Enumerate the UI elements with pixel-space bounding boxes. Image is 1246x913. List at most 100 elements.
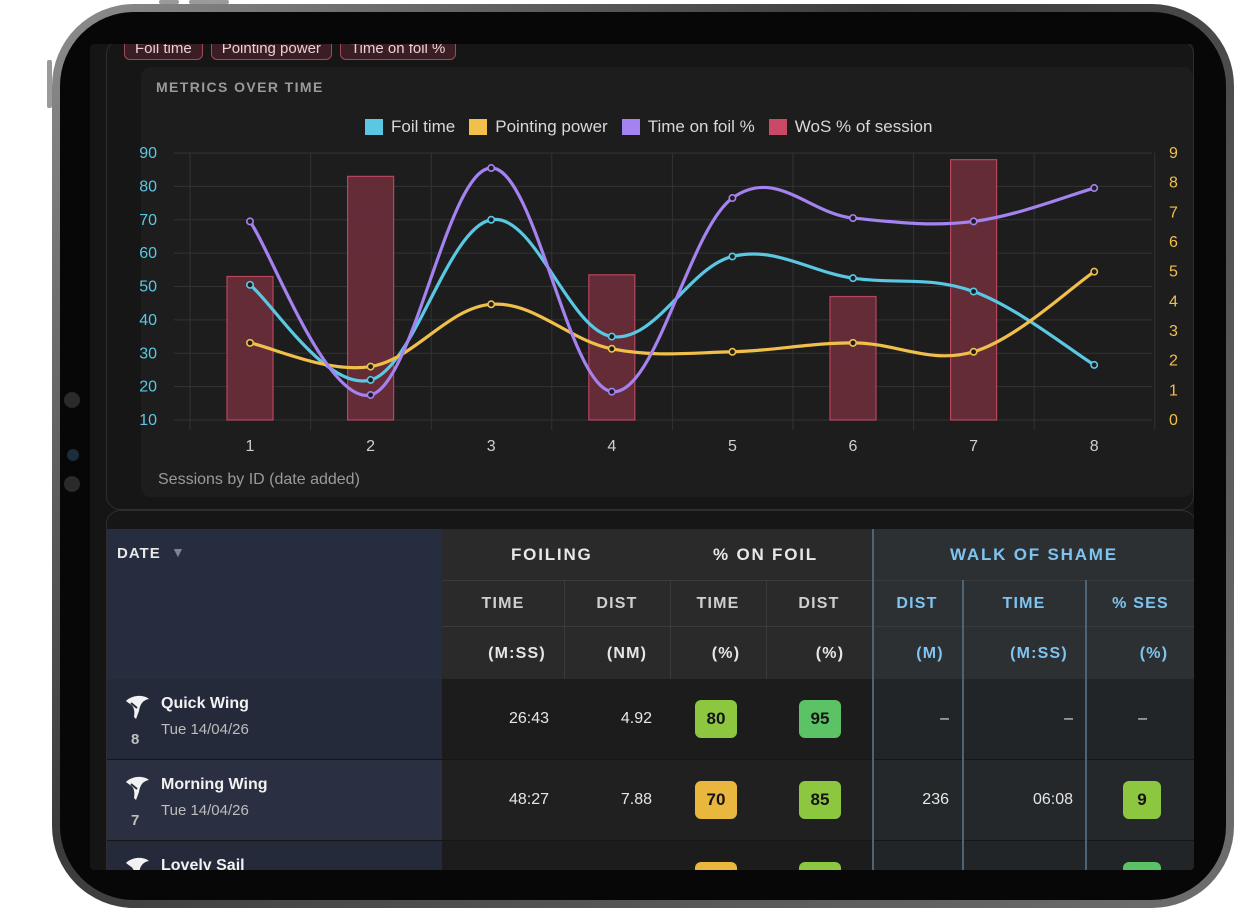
unit-wos-time: (M:SS)	[1010, 645, 1068, 662]
legend-time-on-foil[interactable]: Time on foil %	[621, 117, 755, 137]
pct-time-badge: 70	[695, 781, 737, 819]
data-point-foil-time	[607, 332, 616, 341]
legend-foil-time[interactable]: Foil time	[365, 117, 455, 137]
data-point-pointing-power	[246, 338, 255, 347]
x-tick-label: 4	[607, 438, 616, 455]
session-name[interactable]: Lovely Sail	[161, 857, 245, 870]
data-point-pointing-power	[848, 338, 857, 347]
y-left-tick-label: 20	[139, 379, 157, 396]
foil-dist-value: 4.92	[620, 710, 652, 727]
col-wos-pct[interactable]: % SES	[1112, 595, 1169, 612]
foil-dist-value: 7.88	[620, 791, 652, 808]
x-tick-label: 7	[969, 438, 978, 455]
x-tick-label: 2	[366, 438, 375, 455]
row-date-cell: 8 Quick Wing Tue 14/04/26	[107, 679, 442, 759]
series-line-foil-time	[248, 218, 1096, 383]
data-point-pointing-power	[1090, 267, 1099, 276]
x-tick-label: 8	[1090, 438, 1099, 455]
sessions-table: DATE ▼ FOILING % ON FOIL WALK OF SHAME T…	[106, 510, 1194, 870]
y-left-tick-label: 70	[139, 212, 157, 229]
foil-time-value: 26:43	[508, 710, 549, 727]
pct-time-badge	[695, 862, 737, 870]
chip-time-on-foil[interactable]: Time on foil %	[339, 44, 457, 60]
wos-pct-badge	[1123, 862, 1161, 870]
data-point-foil-time	[1090, 360, 1099, 369]
data-point-foil-time	[366, 375, 375, 384]
legend-swatch-foil-time	[365, 119, 383, 135]
y-left-tick-label: 10	[139, 412, 157, 429]
x-tick-label: 5	[728, 438, 737, 455]
y-right-tick-label: 1	[1169, 382, 1178, 399]
filter-chips: Foil time Pointing power Time on foil %	[124, 44, 457, 60]
chip-pointing-power[interactable]: Pointing power	[210, 44, 332, 60]
wos-time-value: –	[1064, 710, 1073, 727]
wos-time-value: 06:08	[1032, 791, 1073, 808]
y-right-tick-label: 8	[1169, 175, 1178, 192]
y-right-tick-label: 7	[1169, 204, 1178, 221]
chip-foil-time[interactable]: Foil time	[124, 44, 203, 60]
data-point-foil-time	[848, 274, 857, 283]
y-right-tick-label: 4	[1169, 293, 1178, 310]
x-tick-label: 6	[849, 438, 858, 455]
group-pct-on-foil: % ON FOIL	[713, 545, 818, 564]
y-left-tick-label: 80	[139, 178, 157, 195]
col-foil-time[interactable]: TIME	[481, 595, 525, 612]
col-wos-dist[interactable]: DIST	[896, 595, 938, 612]
data-point-foil-time	[728, 252, 737, 261]
col-pct-time[interactable]: TIME	[696, 595, 740, 612]
camera-sensor-2	[64, 476, 80, 492]
wos-col-border	[1085, 580, 1087, 870]
col-divider	[564, 580, 565, 679]
data-point-time-on-foil	[246, 217, 255, 226]
camera-sensor	[64, 392, 80, 408]
pct-dist-badge: 85	[799, 781, 841, 819]
y-left-tick-label: 90	[139, 145, 157, 162]
session-name[interactable]: Quick Wing	[161, 695, 249, 712]
chart-title: METRICS OVER TIME	[156, 79, 324, 95]
data-point-time-on-foil	[848, 214, 857, 223]
legend-swatch-time-on-foil	[621, 119, 640, 135]
col-foil-dist[interactable]: DIST	[596, 595, 638, 612]
legend-swatch-wos	[768, 119, 787, 135]
data-point-time-on-foil	[1090, 184, 1099, 193]
unit-foil-dist: (NM)	[606, 645, 648, 662]
header-divider	[442, 580, 1194, 581]
wing-icon	[126, 857, 149, 870]
data-point-foil-time	[487, 215, 496, 224]
wos-bar	[829, 295, 877, 421]
header-divider-2	[442, 626, 1194, 627]
sort-desc-icon[interactable]: ▼	[171, 544, 185, 560]
col-wos-time[interactable]: TIME	[1002, 595, 1046, 612]
y-left-tick-label: 50	[139, 279, 157, 296]
chart-area	[141, 67, 1193, 497]
x-axis-title: Sessions by ID (date added)	[158, 471, 360, 488]
table-row[interactable]: 8 Quick Wing Tue 14/04/26 26:43 4.92 80 …	[107, 679, 1194, 759]
header-wos-group: WALK OF SHAME	[872, 529, 1194, 679]
y-right-tick-label: 9	[1169, 145, 1178, 162]
table-row[interactable]: Lovely Sail	[107, 841, 1194, 870]
top-button-2	[189, 0, 229, 4]
legend-label-wos: WoS % of session	[794, 117, 933, 136]
header-date-cell[interactable]: DATE ▼	[107, 529, 442, 679]
legend-wos[interactable]: WoS % of session	[768, 117, 933, 137]
row-wos-cells	[872, 679, 1194, 759]
y-left-tick-label: 30	[139, 345, 157, 362]
col-divider	[670, 580, 671, 679]
legend-label-time-on-foil: Time on foil %	[647, 117, 755, 136]
wing-icon	[126, 776, 149, 800]
date-header: DATE	[117, 545, 161, 562]
y-right-tick-label: 6	[1169, 234, 1178, 251]
table-row[interactable]: 7 Morning Wing Tue 14/04/26 48:27 7.88 7…	[107, 760, 1194, 840]
session-id: 8	[131, 731, 140, 748]
y-left-tick-label: 40	[139, 312, 157, 329]
y-right-tick-label: 0	[1169, 412, 1178, 429]
group-walk-of-shame: WALK OF SHAME	[950, 545, 1118, 564]
session-name[interactable]: Morning Wing	[161, 776, 268, 793]
data-point-time-on-foil	[366, 390, 375, 399]
col-pct-dist[interactable]: DIST	[798, 595, 840, 612]
row-date-cell: 7 Morning Wing Tue 14/04/26	[107, 760, 442, 840]
legend-label-foil-time: Foil time	[391, 117, 456, 136]
group-foiling: FOILING	[511, 545, 593, 564]
wos-pct-badge: 9	[1123, 781, 1161, 819]
legend-pointing-power[interactable]: Pointing power	[469, 117, 608, 137]
